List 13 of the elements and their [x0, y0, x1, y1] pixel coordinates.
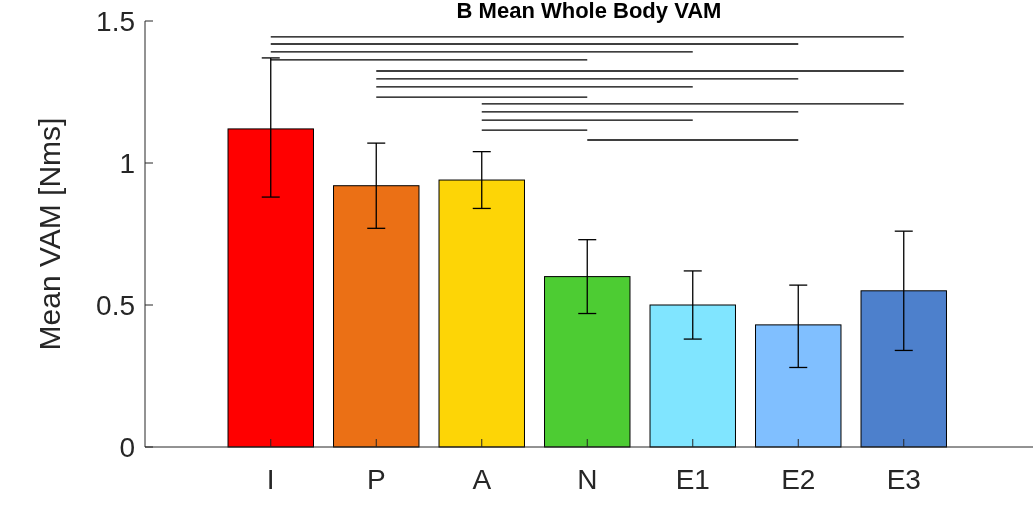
x-tick-label: E3 — [886, 464, 921, 495]
x-tick-label: A — [472, 464, 492, 495]
chart-title: B Mean Whole Body VAM — [456, 0, 722, 23]
y-tick-label: 1 — [119, 147, 135, 179]
x-tick-label: I — [266, 464, 275, 495]
x-tick-label: E1 — [675, 464, 710, 495]
y-axis-title: Mean VAM [Nms] — [33, 117, 66, 351]
x-tick-label: N — [577, 464, 598, 495]
x-tick-label: P — [366, 464, 386, 495]
y-tick-label: 0 — [119, 431, 135, 463]
y-tick-label: 0.5 — [96, 289, 135, 321]
y-tick-label: 1.5 — [96, 5, 135, 37]
x-tick-label: E2 — [781, 464, 816, 495]
